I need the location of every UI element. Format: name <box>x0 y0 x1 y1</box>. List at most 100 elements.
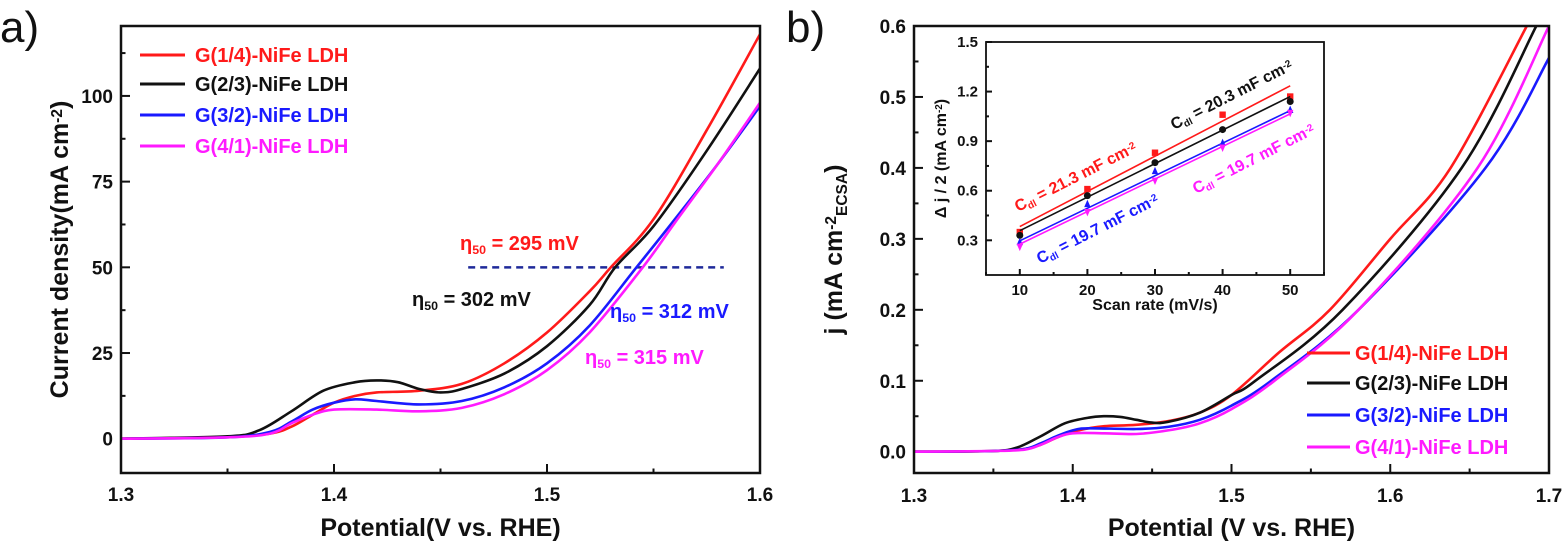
text-sub: 50 <box>622 311 636 325</box>
marker-circle <box>1219 126 1227 134</box>
text-sub: 50 <box>424 299 438 313</box>
marker-square <box>1219 111 1226 118</box>
x-tick-label: 40 <box>1214 282 1231 299</box>
legend-label: G(3/2)-NiFe LDH <box>195 105 348 127</box>
panel-label-a: a) <box>0 3 39 52</box>
text-part: η <box>610 301 622 323</box>
series-line-2 <box>914 26 1538 453</box>
y-tick-label: 50 <box>92 258 113 279</box>
marker-triangle-down <box>1016 243 1023 252</box>
x-tick-label: 1.3 <box>901 486 927 507</box>
marker-circle <box>1016 231 1024 239</box>
x-tick-label: 20 <box>1079 282 1096 299</box>
y-tick-label: 0.5 <box>880 88 907 109</box>
text-sup: -2 <box>823 216 840 230</box>
chart-a: 1.3 1.4 1.5 1.6 0 25 50 75 100 Potential(V vs. RH… <box>46 24 773 542</box>
plot-frame <box>912 24 1551 475</box>
series-line-2 <box>121 67 760 440</box>
y-tick-label: 1.5 <box>957 34 978 51</box>
y-tick-label: 0.6 <box>880 17 906 38</box>
plot-background <box>986 42 1324 275</box>
y-tick-label: 0.6 <box>957 183 978 200</box>
marker-circle <box>1286 97 1294 105</box>
y-tick-label: 75 <box>92 173 114 194</box>
text-sub: 50 <box>597 357 611 371</box>
annotation: η50 = 312 mV <box>610 301 730 325</box>
annotation: η50 = 315 mV <box>585 347 705 371</box>
text-part: j (mA cm <box>820 230 848 336</box>
text-part: = 295 mV <box>486 233 580 255</box>
text-part: = 315 mV <box>611 347 705 369</box>
x-axis-title: Scan rate (mV/s) <box>1092 297 1217 314</box>
text-sup: -2 <box>934 104 945 113</box>
legend-label: G(1/4)-NiFe LDH <box>195 45 348 67</box>
series-line-3 <box>121 105 760 440</box>
text-part: = 302 mV <box>438 289 532 311</box>
series-line-4 <box>121 102 760 440</box>
marker-triangle-down <box>1219 144 1226 152</box>
x-tick-label: 1.5 <box>1218 486 1245 507</box>
plot-area <box>121 33 760 440</box>
legend-label: G(2/3)-NiFe LDH <box>195 74 348 96</box>
chart-b: 1.3 1.4 1.5 1.6 1.7 0.0 0.1 0.2 0.3 0.4 0.5 0.6 Pote… <box>820 17 1562 542</box>
text-part: η <box>460 233 472 255</box>
legend-label: G(2/3)-NiFe LDH <box>1355 373 1508 395</box>
x-axis-title: Potential(V vs. RHE) <box>320 514 560 542</box>
fit-line-3 <box>1019 109 1291 242</box>
x-tick-label: 30 <box>1147 282 1164 299</box>
y-tick-label: 0.3 <box>880 230 906 251</box>
marker-square <box>1084 185 1091 193</box>
y-axis-title: Δ j / 2 (mA cm-2) <box>933 99 950 218</box>
annotation: η50 = 295 mV <box>460 233 580 257</box>
y-tick-label: 1.2 <box>957 84 978 101</box>
x-tick-label: 1.4 <box>321 485 348 506</box>
marker-triangle-up <box>1084 199 1091 208</box>
plot-frame <box>985 41 1325 276</box>
x-tick-label: 10 <box>1011 282 1028 299</box>
marker-circle <box>1151 159 1159 167</box>
text-part: ) <box>933 99 950 104</box>
x-tick-label: 1.4 <box>1060 486 1087 507</box>
text-part: ) <box>46 101 74 109</box>
y-tick-label: 0.3 <box>957 232 978 249</box>
x-tick-label: 1.7 <box>1536 486 1562 507</box>
marker-triangle-down <box>1287 109 1294 118</box>
y-tick-label: 0.1 <box>880 372 907 393</box>
marker-triangle-up <box>1219 138 1226 147</box>
x-tick-label: 1.3 <box>108 485 134 506</box>
chart-b-inset: 10 20 30 40 50 0.3 0.6 0.9 1.2 1.5 Scan rate (mV/s… <box>933 34 1325 314</box>
plot-area <box>1016 85 1294 252</box>
x-tick-label: 1.5 <box>534 485 561 506</box>
x-tick-label: 1.6 <box>747 485 773 506</box>
text-part: η <box>412 289 424 311</box>
y-axis-title: Current density(mA cm-2) <box>46 101 74 399</box>
y-tick-label: 0.2 <box>880 301 906 322</box>
y-tick-label: 0.9 <box>957 133 978 150</box>
marker-triangle-down <box>1151 177 1159 186</box>
x-axis-title: Potential (V vs. RHE) <box>1108 514 1355 542</box>
text-part: Δ j / 2 (mA cm <box>933 113 950 218</box>
text-part: Current density(mA cm <box>46 123 74 399</box>
text-sub: ECSA <box>834 173 851 216</box>
text-sub: 50 <box>472 243 486 257</box>
plot-area <box>914 26 1549 453</box>
y-tick-label: 0.4 <box>880 159 907 180</box>
marker-circle <box>1083 192 1091 200</box>
text-sup: -2 <box>49 109 66 123</box>
plot-frame <box>119 24 762 475</box>
legend-label: G(4/1)-NiFe LDH <box>195 136 348 158</box>
y-tick-label: 0 <box>102 430 113 451</box>
x-tick-label: 50 <box>1282 282 1299 299</box>
text-part: η <box>585 347 597 369</box>
y-axis-title: j (mA cm-2ECSA) <box>820 165 851 336</box>
x-tick-label: 1.6 <box>1377 486 1403 507</box>
text-part: = 312 mV <box>636 301 730 323</box>
legend-label: G(1/4)-NiFe LDH <box>1355 343 1508 365</box>
annotation: η50 = 302 mV <box>412 289 532 313</box>
panel-label-b: b) <box>786 3 825 52</box>
y-tick-label: 0.0 <box>880 443 906 464</box>
marker-square <box>1151 149 1159 156</box>
legend-label: G(4/1)-NiFe LDH <box>1355 437 1508 459</box>
fit-line-1 <box>1019 85 1291 228</box>
